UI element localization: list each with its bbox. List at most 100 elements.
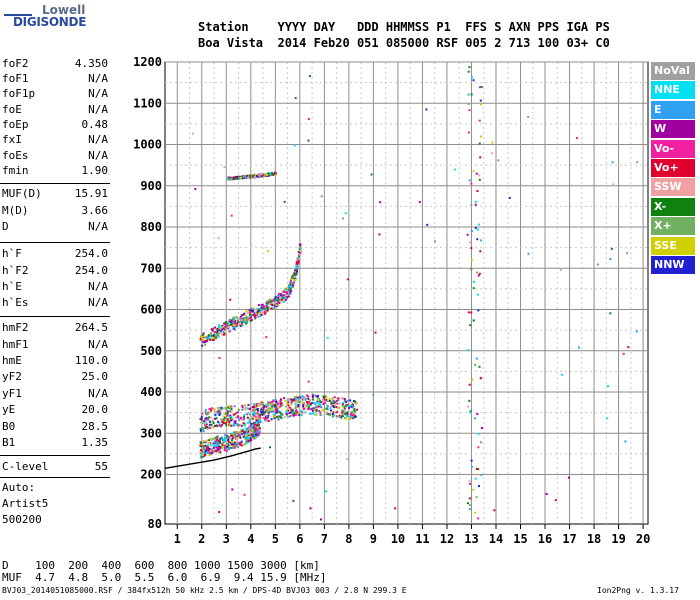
noise-point — [223, 166, 226, 169]
echo-point — [292, 415, 295, 418]
echo-point — [268, 301, 271, 304]
noise-point — [468, 399, 471, 402]
echo-point — [210, 452, 213, 455]
echo-point — [214, 336, 217, 339]
echo-point — [213, 441, 216, 444]
noise-point — [475, 496, 478, 499]
echo-point — [254, 173, 257, 176]
echo-point — [265, 403, 268, 406]
echo-point — [247, 440, 250, 443]
echo-point — [298, 253, 301, 256]
echo-point — [254, 431, 257, 434]
noise-point — [320, 195, 323, 198]
echo-point — [287, 295, 290, 298]
echo-point — [260, 412, 263, 415]
echo-point — [244, 321, 247, 324]
echo-point — [218, 409, 221, 412]
echo-point — [220, 442, 223, 445]
echo-point — [218, 448, 221, 451]
echo-point — [214, 326, 217, 329]
noise-point — [478, 178, 481, 181]
echo-point — [248, 438, 251, 441]
echo-point — [214, 413, 217, 416]
echo-point — [236, 411, 239, 414]
param-row-fof1p: foF1p N/A — [2, 87, 108, 101]
echo-point — [345, 417, 348, 420]
echo-point — [281, 403, 284, 406]
echo-point — [216, 333, 219, 336]
echo-point — [225, 424, 228, 427]
echo-point — [279, 405, 282, 408]
param-label: B0 — [2, 420, 16, 433]
echo-point — [243, 423, 246, 426]
noise-point — [609, 258, 612, 261]
echo-point — [331, 414, 334, 417]
param-row-fof2: foF2 4.350 — [2, 57, 108, 71]
echo-point — [290, 398, 293, 401]
noise-point — [491, 152, 494, 155]
echo-point — [232, 423, 235, 426]
echo-point — [238, 432, 241, 435]
echo-point — [279, 415, 282, 418]
echo-point — [246, 434, 249, 437]
echo-point — [325, 396, 328, 399]
echo-point — [251, 436, 254, 439]
echo-point — [212, 327, 215, 330]
param-label: C-level — [2, 460, 49, 473]
echo-point — [322, 401, 325, 404]
echo-point — [202, 446, 205, 449]
echo-point — [319, 405, 322, 408]
echo-point — [278, 302, 281, 305]
echo-point — [209, 443, 212, 446]
echo-point — [335, 399, 338, 402]
echo-point — [208, 334, 211, 337]
legend-item-noval: NoVal — [651, 62, 695, 80]
echo-point — [273, 307, 276, 310]
echo-point — [208, 454, 211, 457]
echo-point — [300, 413, 303, 416]
echo-point — [294, 413, 297, 416]
echo-point — [249, 421, 252, 424]
echo-point — [236, 435, 239, 438]
echo-point — [343, 404, 346, 407]
echo-point — [271, 173, 274, 176]
echo-point — [278, 400, 281, 403]
echo-point — [254, 426, 257, 429]
echo-point — [220, 333, 223, 336]
echo-point — [252, 413, 255, 416]
noise-point — [575, 137, 578, 140]
echo-point — [232, 413, 235, 416]
param-value: N/A — [88, 338, 108, 351]
echo-point — [238, 443, 241, 446]
echo-point — [337, 397, 340, 400]
echo-point — [202, 334, 205, 337]
echo-point — [212, 442, 215, 445]
echo-point — [230, 319, 233, 322]
echo-point — [220, 444, 223, 447]
noise-point — [609, 312, 612, 315]
x-tick-label: 1 — [174, 532, 181, 546]
x-tick-label: 4 — [247, 532, 254, 546]
echo-point — [350, 414, 353, 417]
echo-point — [300, 395, 303, 398]
echo-point — [352, 414, 355, 417]
echo-point — [218, 412, 221, 415]
echo-point — [215, 436, 218, 439]
param-row-yf1: yF1 N/A — [2, 387, 108, 401]
param-label: hmF1 — [2, 338, 29, 351]
echo-point — [209, 416, 212, 419]
echo-point — [324, 395, 327, 398]
echo-point — [235, 321, 238, 324]
echo-point — [233, 420, 236, 423]
echo-point — [228, 177, 231, 180]
echo-point — [218, 328, 221, 331]
echo-point — [245, 177, 248, 180]
echo-point — [354, 415, 357, 418]
echo-point — [201, 426, 204, 429]
param-label: M(D) — [2, 204, 29, 217]
echo-point — [255, 415, 258, 418]
echo-point — [227, 444, 230, 447]
echo-point — [316, 400, 319, 403]
echo-point — [250, 431, 253, 434]
echo-point — [200, 417, 203, 420]
